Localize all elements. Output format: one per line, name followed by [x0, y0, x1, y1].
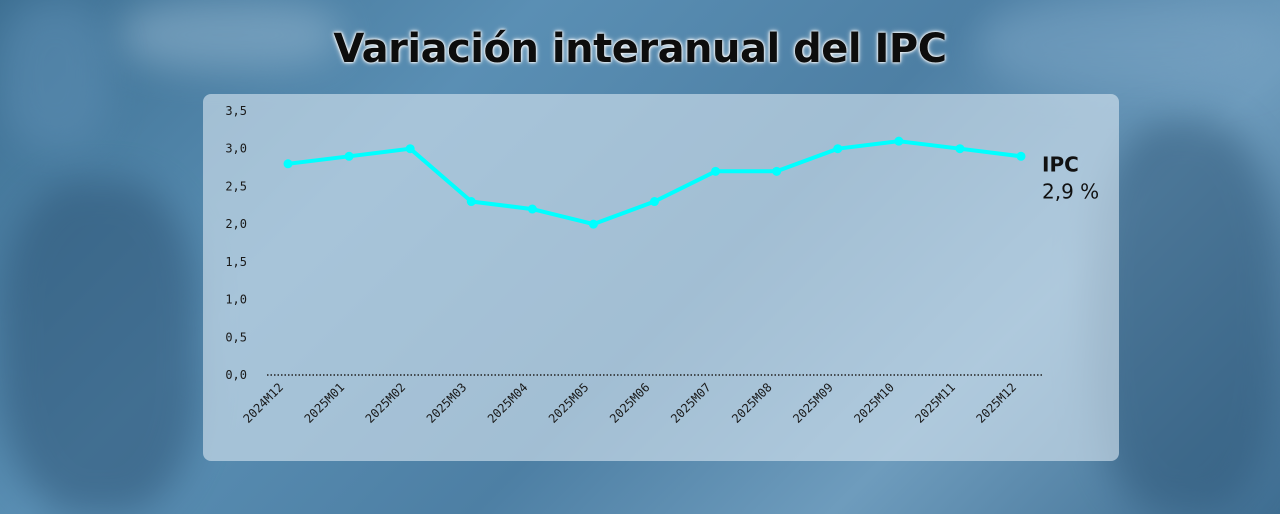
- x-tick-label: 2025M11: [912, 380, 958, 426]
- series-end-label-name: IPC: [1042, 152, 1079, 176]
- x-tick-label: 2025M09: [790, 380, 836, 426]
- data-point: [344, 151, 354, 161]
- series-line-ipc: [286, 139, 1023, 227]
- background-shape: [980, 0, 1280, 90]
- series-end-label-value: 2,9 %: [1042, 179, 1099, 203]
- data-point: [1016, 151, 1026, 161]
- background-shape: [0, 0, 110, 150]
- x-tick-label: 2025M10: [851, 380, 897, 426]
- data-point: [405, 144, 415, 154]
- x-tick-label: 2025M12: [973, 380, 1019, 426]
- data-point: [466, 197, 476, 207]
- data-point: [955, 144, 965, 154]
- x-tick-label: 2025M02: [363, 380, 409, 426]
- data-point: [283, 159, 293, 169]
- y-tick-label: 3,0: [225, 142, 247, 156]
- y-tick-label: 1,0: [225, 293, 247, 307]
- data-point: [833, 144, 843, 154]
- x-tick-label: 2025M03: [424, 380, 470, 426]
- series-points: [283, 136, 1026, 229]
- background-shape: [1090, 120, 1280, 514]
- background-shape: [0, 180, 200, 514]
- y-tick-label: 1,5: [225, 255, 247, 269]
- y-tick-label: 2,0: [225, 217, 247, 231]
- x-tick-label: 2024M12: [240, 380, 286, 426]
- y-axis: 0,0 0,5 1,0 1,5 2,0 2,5 3,0 3,5: [225, 104, 247, 382]
- data-point: [772, 166, 782, 176]
- y-tick-label: 3,5: [225, 104, 247, 118]
- background-shape: [120, 0, 340, 70]
- x-tick-label: 2025M05: [546, 380, 592, 426]
- chart-title: Variación interanual del IPC: [333, 26, 947, 72]
- data-point: [650, 197, 659, 207]
- data-point: [894, 136, 904, 146]
- data-point: [711, 166, 721, 176]
- data-point: [527, 204, 537, 214]
- x-tick-label: 2025M07: [668, 380, 714, 426]
- data-point: [588, 219, 598, 229]
- x-tick-label: 2025M01: [302, 380, 348, 426]
- x-tick-label: 2025M04: [485, 380, 531, 426]
- x-axis: 2024M12 2025M01 2025M02 2025M03 2025M04 2025M…: [240, 380, 1019, 426]
- x-tick-label: 2025M06: [607, 380, 653, 426]
- y-tick-label: 2,5: [225, 179, 247, 193]
- y-tick-label: 0,5: [225, 330, 247, 344]
- x-tick-label: 2025M08: [729, 380, 775, 426]
- y-tick-label: 0,0: [225, 368, 247, 382]
